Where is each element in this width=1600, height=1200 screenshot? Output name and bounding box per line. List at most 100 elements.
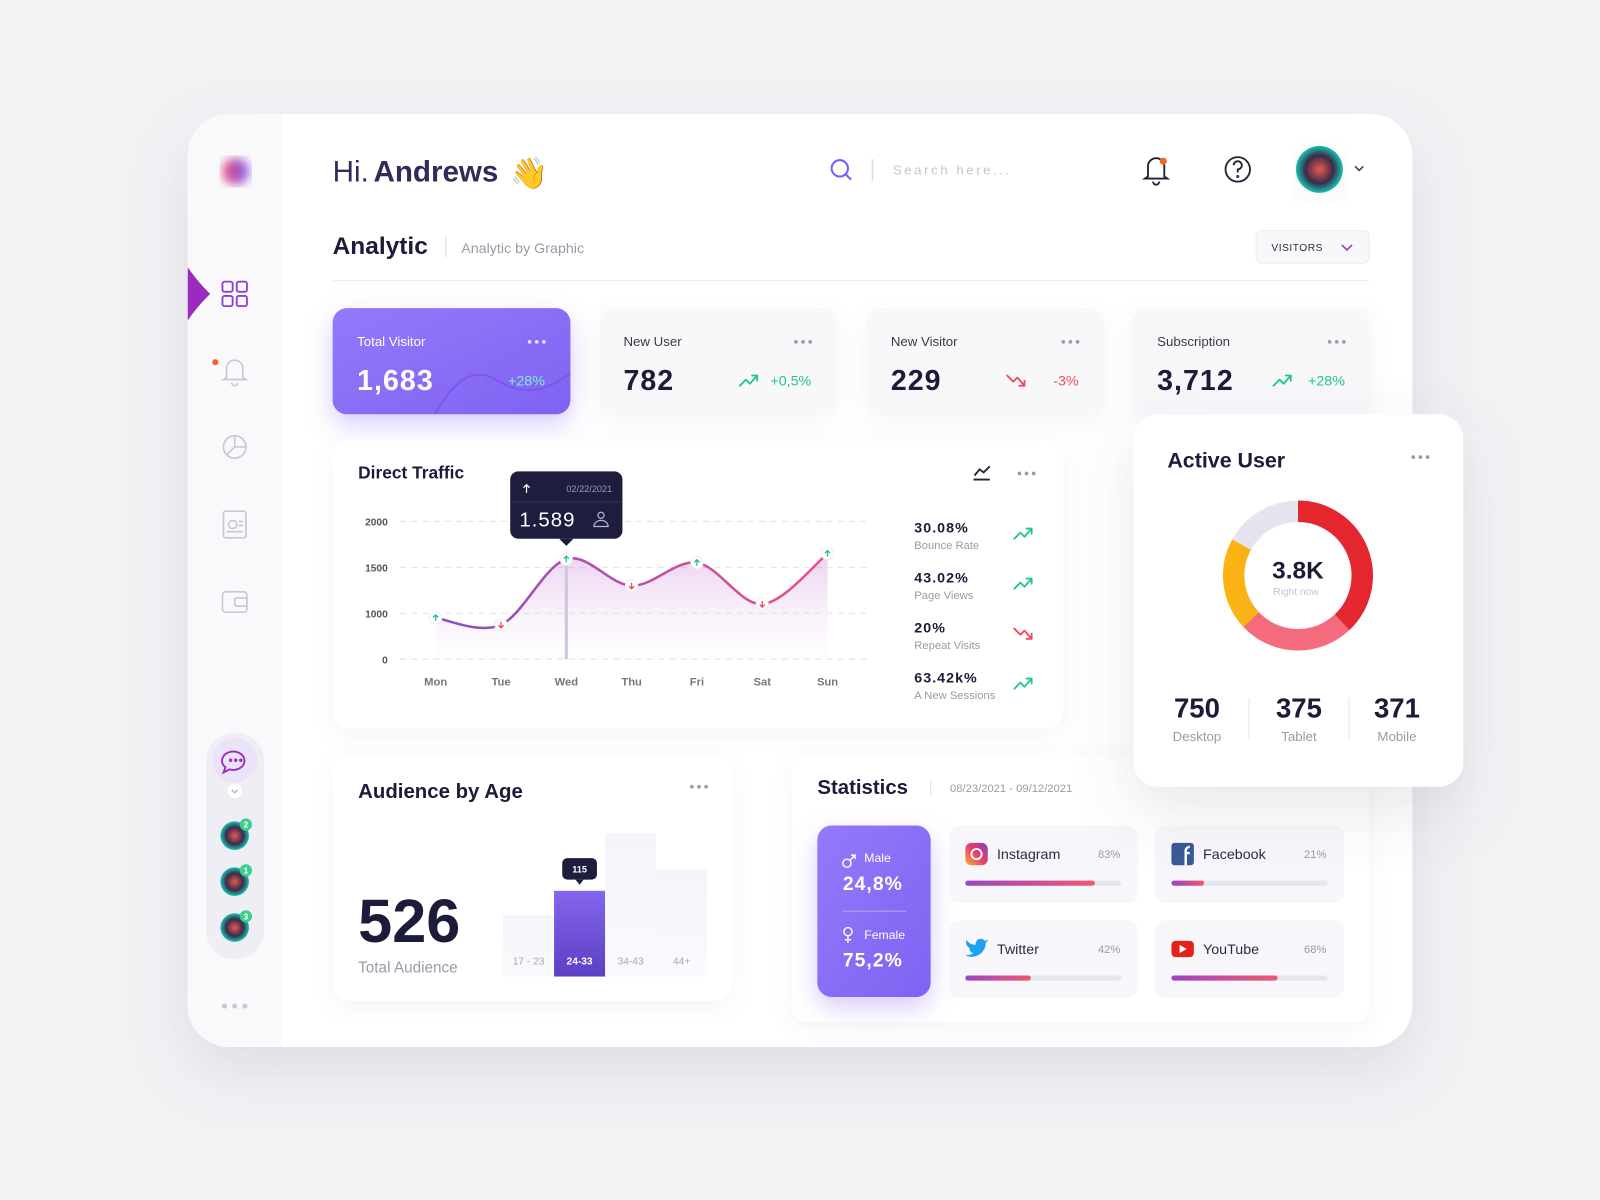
stat-label: Page Views: [914, 590, 973, 602]
tooltip-value: 1.589: [519, 510, 575, 532]
dot: [1024, 471, 1029, 476]
donut-segment: [1297, 500, 1373, 631]
logo[interactable]: [222, 158, 249, 185]
card-wave: [433, 372, 572, 415]
bar-label: 24-33: [567, 956, 593, 967]
card-value: 229: [891, 365, 942, 397]
more-button[interactable]: [1017, 471, 1036, 476]
more-button[interactable]: [527, 340, 546, 344]
users-icon: [593, 511, 609, 528]
value-badge-pointer: [575, 879, 584, 885]
point-arrow: [498, 621, 505, 629]
page-subtitle: Analytic by Graphic: [461, 241, 584, 257]
value-label: 115: [572, 864, 587, 874]
more-button[interactable]: [690, 784, 708, 789]
male-icon: [842, 854, 856, 869]
collapse-button[interactable]: [227, 783, 242, 798]
dot: [1327, 340, 1332, 344]
chart-type-icon[interactable]: [973, 465, 991, 481]
x-tick-label: Sat: [754, 677, 772, 689]
card-value: 3,712: [1157, 365, 1234, 397]
social-tile[interactable]: [948, 920, 1138, 998]
point-arrow: [628, 582, 635, 590]
social-percent: 68%: [1304, 944, 1326, 956]
progress-bar: [965, 975, 1031, 981]
card-title: Direct Traffic: [358, 463, 464, 483]
greeting: Hi.: [333, 156, 369, 189]
tooltip-date: 02/22/2021: [566, 484, 612, 494]
x-tick-label: Sun: [817, 677, 838, 689]
device-value: 371: [1374, 692, 1420, 723]
y-tick-label: 2000: [365, 518, 388, 529]
dot: [1017, 471, 1022, 476]
more-button[interactable]: [1327, 340, 1346, 344]
profile-chevron[interactable]: [1354, 165, 1364, 172]
trend-icon: [1272, 374, 1292, 387]
social-name: Instagram: [997, 847, 1060, 863]
bell-icon[interactable]: [1141, 157, 1171, 186]
stat-card: [866, 308, 1105, 415]
value-badge: [562, 858, 597, 880]
tooltip-arrow: [523, 483, 531, 493]
dot: [527, 340, 532, 344]
social-tile[interactable]: [1155, 920, 1344, 998]
filter-chevron: [1341, 244, 1353, 252]
report-icon[interactable]: [222, 510, 247, 539]
search-input[interactable]: Search here...: [893, 162, 1012, 177]
trend-icon: [1006, 374, 1026, 387]
dot: [704, 784, 708, 789]
trend-icon: [1013, 627, 1033, 640]
icon-part: [1184, 845, 1190, 866]
stat-value: 30.08%: [914, 521, 969, 537]
chart-icon[interactable]: [222, 434, 247, 459]
stat-card: [1132, 308, 1371, 415]
device-label: Desktop: [1173, 729, 1222, 744]
x-tick-label: Mon: [424, 677, 447, 689]
profile-avatar[interactable]: [1295, 145, 1343, 193]
female-icon: [843, 926, 853, 943]
dot: [808, 340, 813, 344]
badge: [239, 818, 253, 831]
x-tick-label: Thu: [621, 677, 642, 689]
trend-icon: [1013, 577, 1033, 590]
dot: [690, 784, 694, 789]
dot: [801, 340, 805, 344]
card-label: New Visitor: [891, 334, 958, 349]
bar: [605, 833, 657, 977]
male-value: 24,8%: [843, 873, 903, 895]
card-title: Statistics: [817, 777, 908, 799]
instagram-icon: [965, 842, 988, 866]
stat-value: 63.42k%: [914, 671, 977, 687]
point-arrow: [693, 558, 700, 566]
card-label: Subscription: [1157, 334, 1230, 349]
badge-count: 2: [244, 821, 249, 830]
dot: [542, 340, 546, 344]
notification-icon[interactable]: [220, 359, 249, 387]
donut-segment: [1232, 500, 1299, 551]
help-icon[interactable]: [1224, 156, 1251, 183]
stat-label: Repeat Visits: [914, 640, 980, 652]
wallet-icon[interactable]: [221, 591, 248, 614]
search-icon[interactable]: [830, 159, 852, 181]
dot: [1418, 455, 1423, 459]
trend-icon: [1013, 677, 1033, 690]
card-change: -3%: [1053, 374, 1079, 390]
more-icon[interactable]: [221, 1003, 248, 1009]
bar-label: 17 - 23: [513, 956, 545, 967]
filter-dropdown[interactable]: [1255, 230, 1370, 264]
card-label: New User: [623, 334, 682, 349]
card-value: 782: [623, 365, 674, 397]
bar-label: 44+: [673, 956, 690, 967]
progress-bar: [1171, 880, 1205, 886]
bar: [503, 915, 555, 977]
male-label: Male: [864, 851, 891, 865]
more-button[interactable]: [794, 340, 813, 344]
y-tick-label: 1000: [365, 609, 388, 620]
more-button[interactable]: [1411, 455, 1430, 459]
tooltip: [510, 471, 623, 539]
device-value: 375: [1276, 692, 1322, 723]
point-arrow: [824, 549, 831, 557]
card-change: +0,5%: [770, 374, 811, 390]
dashboard-icon[interactable]: [221, 280, 248, 308]
more-button[interactable]: [1061, 340, 1080, 344]
